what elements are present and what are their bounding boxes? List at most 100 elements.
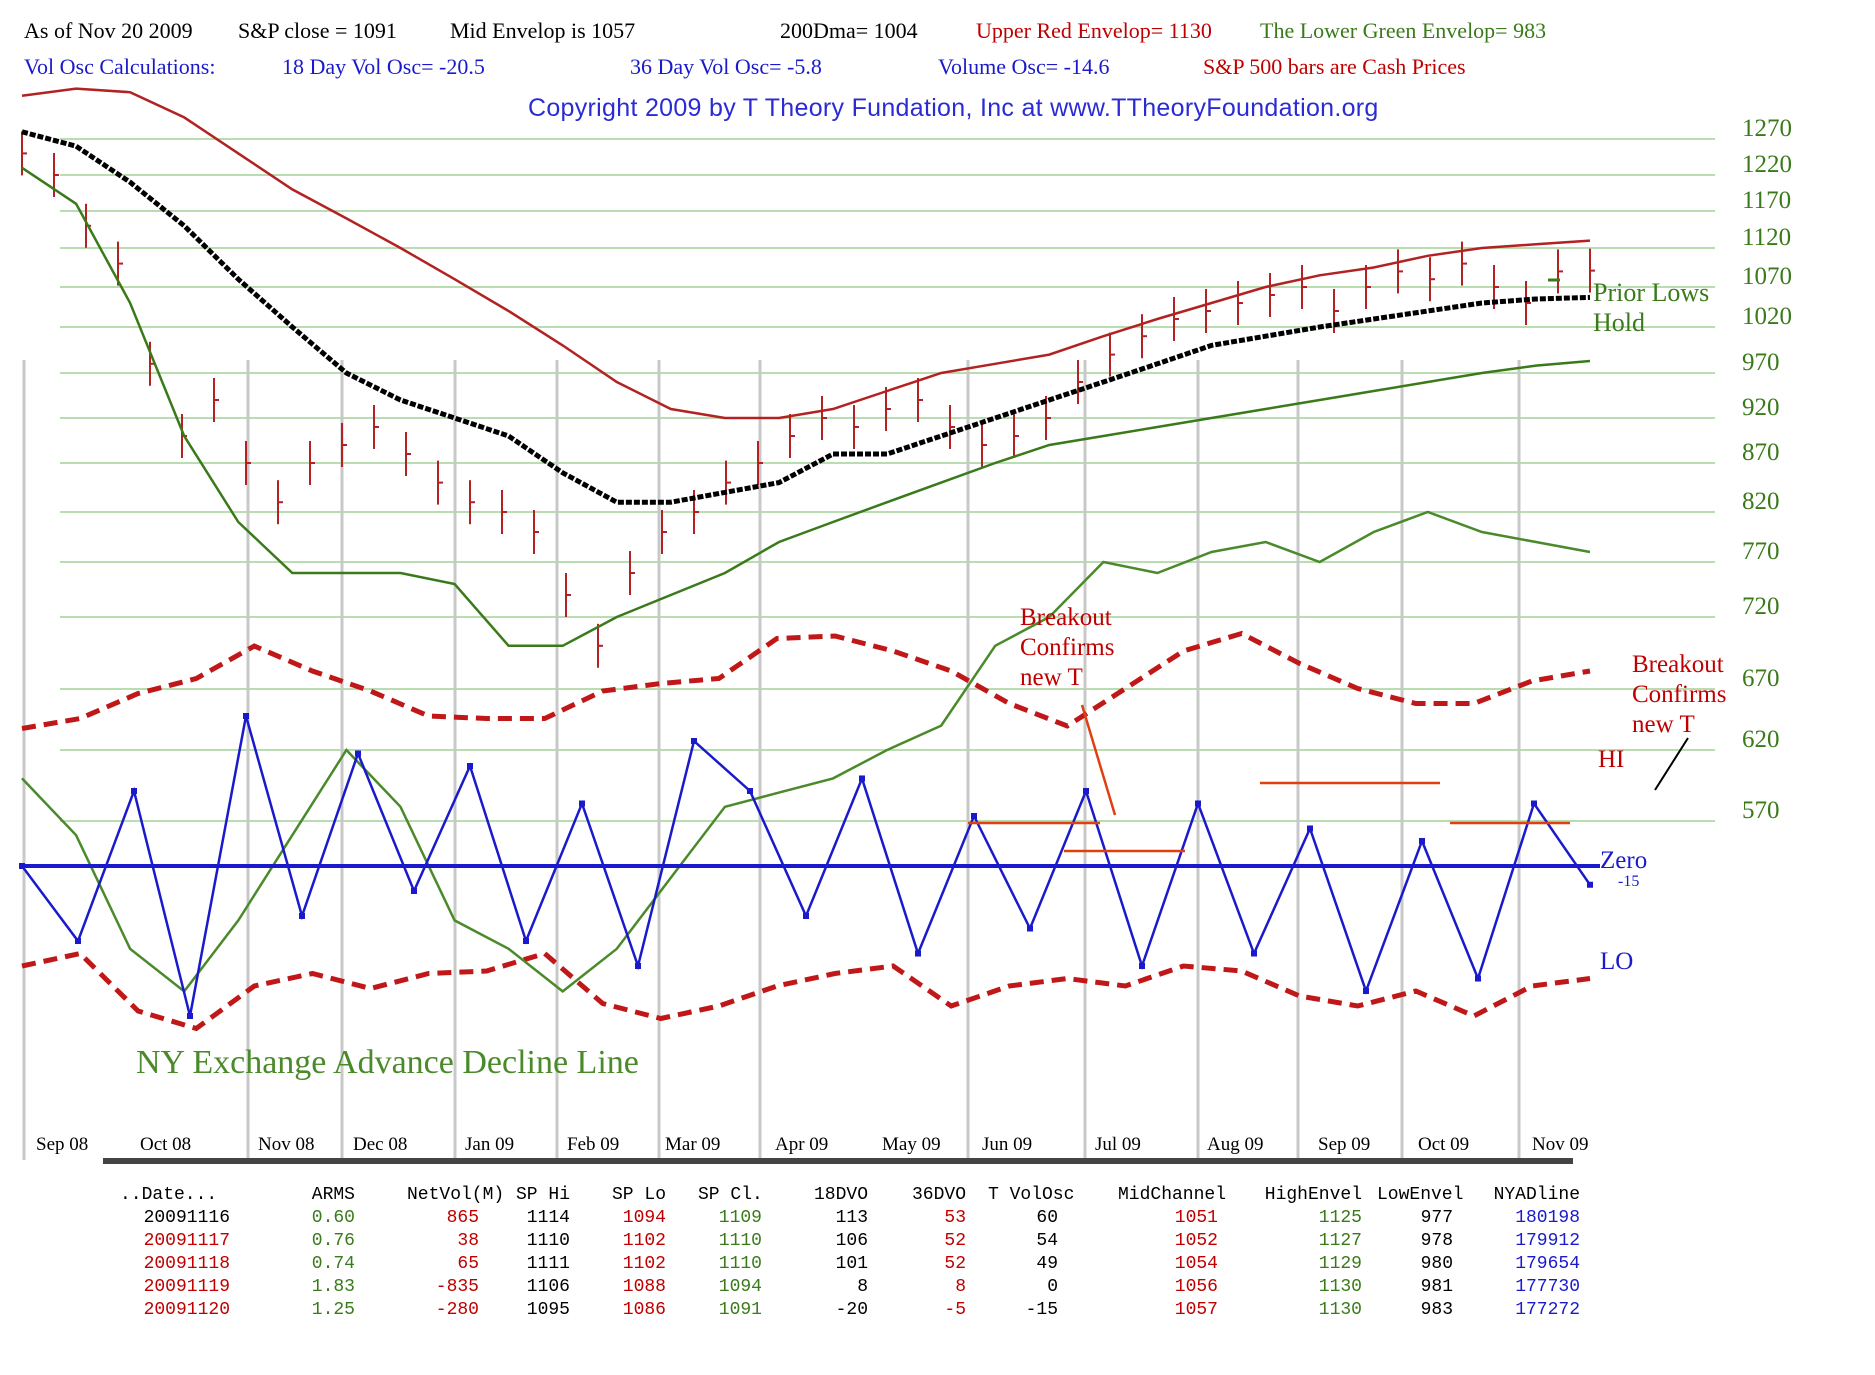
table-cell: 1.25 bbox=[311, 1300, 355, 1320]
table-cell: 177730 bbox=[1515, 1277, 1580, 1297]
volume-osc-point-23 bbox=[1307, 825, 1313, 832]
volume-osc: Volume Osc= -14.6 bbox=[938, 54, 1110, 79]
table-cell: -20 bbox=[835, 1300, 868, 1320]
table-cell: 52 bbox=[944, 1254, 966, 1274]
table-cell: -15 bbox=[1025, 1300, 1058, 1320]
lo-label: LO bbox=[1600, 948, 1633, 975]
volume-osc-layer bbox=[19, 713, 1593, 1019]
table-header-cell: NYADline bbox=[1493, 1185, 1580, 1205]
hold-label: Hold bbox=[1593, 308, 1645, 337]
breakout1-line3: new T bbox=[1020, 664, 1083, 691]
table-cell: 1102 bbox=[622, 1254, 666, 1274]
table-header-cell: HighEnvel bbox=[1264, 1185, 1362, 1205]
month-label-8: May 09 bbox=[882, 1134, 941, 1155]
y-label-1170: 1170 bbox=[1742, 187, 1791, 214]
volume-osc-point-16 bbox=[915, 950, 921, 957]
volume-osc-point-2 bbox=[131, 788, 137, 794]
table-cell: 1094 bbox=[718, 1277, 762, 1297]
table-header-cell: LowEnvel bbox=[1377, 1185, 1464, 1205]
table-header-cell: SP Cl. bbox=[698, 1185, 763, 1205]
osc-lo-band bbox=[21, 950, 1591, 1032]
table-header-cell: 36DVO bbox=[911, 1185, 966, 1205]
table-cell: 20091116 bbox=[143, 1208, 230, 1228]
table-cell: 8 bbox=[857, 1277, 868, 1297]
upper-envelope-line bbox=[21, 87, 1591, 420]
table-cell: 1095 bbox=[526, 1300, 570, 1320]
breakout1-line1: Breakout bbox=[1020, 604, 1112, 631]
breakout1-pointer bbox=[1080, 704, 1117, 816]
volume-osc-point-14 bbox=[803, 913, 809, 919]
table-cell: 980 bbox=[1420, 1254, 1453, 1274]
volume-osc-point-25 bbox=[1419, 838, 1425, 844]
copyright-notice: Copyright 2009 by T Theory Fundation, In… bbox=[528, 94, 1379, 122]
table-cell: 1094 bbox=[622, 1208, 666, 1228]
table-cell: 978 bbox=[1420, 1231, 1453, 1251]
dma200: 200Dma= 1004 bbox=[780, 18, 918, 43]
month-labels: Sep 08 Oct 08 Nov 08 Dec 08 Jan 09 Feb 09 Mar … bbox=[36, 1134, 1588, 1155]
volume-osc-point-9 bbox=[523, 938, 529, 944]
cash-prices-note: S&P 500 bars are Cash Prices bbox=[1203, 54, 1466, 79]
table-cell: 38 bbox=[457, 1231, 479, 1251]
table-cell: 20091118 bbox=[143, 1254, 230, 1274]
table-cell: 20091119 bbox=[143, 1277, 230, 1297]
volume-osc-point-10 bbox=[579, 800, 585, 807]
table-cell: 0.74 bbox=[311, 1254, 355, 1274]
volume-osc-point-17 bbox=[971, 813, 977, 819]
zero-label: Zero bbox=[1600, 847, 1647, 874]
volume-osc-point-6 bbox=[355, 750, 361, 757]
table-cell: 1091 bbox=[718, 1300, 762, 1320]
table-cell: 60 bbox=[1036, 1208, 1058, 1228]
table-cell: 65 bbox=[457, 1254, 479, 1274]
vol-osc-18day: 18 Day Vol Osc= -20.5 bbox=[282, 54, 485, 79]
oscillator-bands bbox=[21, 630, 1591, 1032]
month-label-6: Mar 09 bbox=[665, 1134, 720, 1155]
y-label-620: 620 bbox=[1742, 726, 1780, 753]
volume-osc-point-1 bbox=[75, 938, 81, 944]
table-cell: 101 bbox=[835, 1254, 868, 1274]
table-cell: 1111 bbox=[526, 1254, 570, 1274]
table-cell: 20091117 bbox=[143, 1231, 230, 1251]
annotations bbox=[968, 278, 1689, 853]
cycle-lines bbox=[22, 360, 1521, 1160]
y-label-970: 970 bbox=[1742, 349, 1780, 376]
y-label-1270: 1270 bbox=[1742, 115, 1792, 142]
lower-envelope-line bbox=[21, 166, 1591, 648]
y-label-1070: 1070 bbox=[1742, 263, 1792, 290]
table-header-cell: 18DVO bbox=[813, 1185, 868, 1205]
table-header-cell: T VolOsc bbox=[988, 1185, 1075, 1205]
volume-osc-point-15 bbox=[859, 775, 865, 782]
prior-lows-label: Prior Lows bbox=[1593, 278, 1709, 307]
volume-osc-point-19 bbox=[1083, 788, 1089, 794]
table-cell: 20091120 bbox=[143, 1300, 230, 1320]
adline-label: NY Exchange Advance Decline Line bbox=[136, 1044, 639, 1081]
table-cell: 177272 bbox=[1515, 1300, 1580, 1320]
table-cell: 1130 bbox=[1318, 1277, 1362, 1297]
volume-osc-point-8 bbox=[467, 763, 473, 769]
table-cell: 1109 bbox=[718, 1208, 762, 1228]
table-header-cell: NetVol(M) bbox=[407, 1185, 505, 1205]
volume-osc-point-22 bbox=[1251, 950, 1257, 957]
y-label-720: 720 bbox=[1742, 593, 1780, 620]
table-cell: 1054 bbox=[1174, 1254, 1218, 1274]
table-cell: 977 bbox=[1420, 1208, 1453, 1228]
table-cell: 0 bbox=[1047, 1277, 1058, 1297]
table-cell: -835 bbox=[435, 1277, 479, 1297]
month-label-13: Oct 09 bbox=[1418, 1134, 1469, 1155]
month-label-7: Apr 09 bbox=[775, 1134, 828, 1155]
month-label-9: Jun 09 bbox=[982, 1134, 1032, 1155]
volume-osc-point-13 bbox=[747, 788, 753, 794]
breakout2-line1: Breakout bbox=[1632, 651, 1724, 678]
table-header-cell: ..Date... bbox=[120, 1185, 218, 1205]
volume-osc-point-20 bbox=[1139, 963, 1145, 969]
table-cell: 54 bbox=[1036, 1231, 1058, 1251]
table-cell: 865 bbox=[446, 1208, 479, 1228]
table-cell: 1127 bbox=[1318, 1231, 1362, 1251]
volume-osc-point-28 bbox=[1587, 881, 1593, 888]
table-cell: 1052 bbox=[1174, 1231, 1218, 1251]
table-cell: 981 bbox=[1420, 1277, 1453, 1297]
month-label-4: Jan 09 bbox=[465, 1134, 514, 1155]
table-cell: 180198 bbox=[1515, 1208, 1580, 1228]
table-cell: -5 bbox=[944, 1300, 966, 1320]
mid-envelop: Mid Envelop is 1057 bbox=[450, 18, 636, 43]
table-header-cell: MidChannel bbox=[1118, 1185, 1227, 1205]
